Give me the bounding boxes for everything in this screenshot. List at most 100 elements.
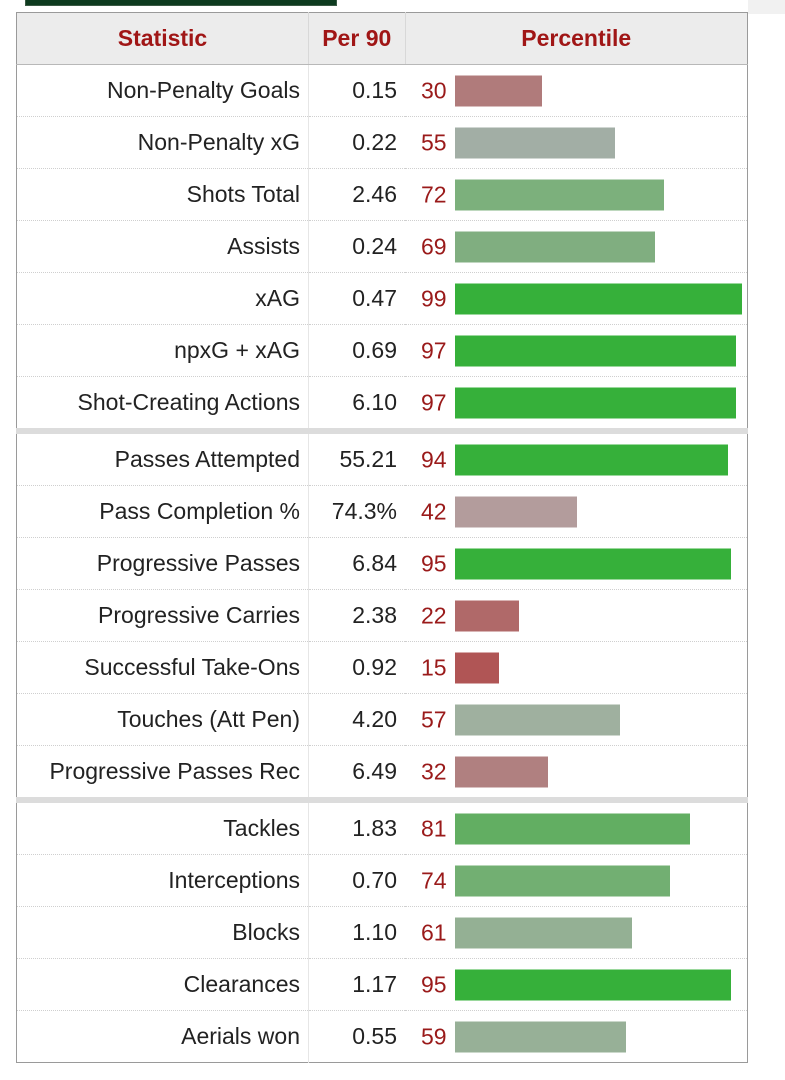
table-row: Blocks 1.10 61 — [16, 906, 748, 959]
statistic-name: Shot-Creating Actions — [16, 376, 309, 432]
percentile-bar — [455, 1021, 626, 1052]
table-row: Passes Attempted 55.21 94 — [16, 428, 748, 486]
percentile-cell: 59 — [405, 1011, 748, 1063]
table-row: Aerials won 0.55 59 — [16, 1010, 748, 1063]
statistic-name: Blocks — [16, 906, 309, 959]
percentile-cell: 22 — [405, 589, 748, 642]
statistic-name: Shots Total — [16, 168, 309, 221]
per90-value: 0.15 — [308, 64, 405, 117]
statistic-name: Non-Penalty xG — [16, 116, 309, 169]
percentile-bar — [455, 969, 731, 1000]
per90-value: 0.47 — [308, 272, 405, 325]
percentile-cell: 95 — [405, 958, 748, 1011]
table-row: Interceptions 0.70 74 — [16, 854, 748, 907]
percentile-value: 95 — [421, 971, 447, 997]
table-row: Shot-Creating Actions 6.10 97 — [16, 376, 748, 432]
per90-value: 2.38 — [308, 589, 405, 642]
per90-value: 55.21 — [308, 428, 405, 486]
percentile-bar — [455, 444, 728, 475]
per90-value: 6.84 — [308, 537, 405, 590]
statistic-name: Pass Completion % — [16, 485, 309, 538]
percentile-value: 57 — [421, 706, 447, 732]
percentile-bar — [455, 865, 670, 896]
percentile-value: 61 — [421, 919, 447, 945]
percentile-value: 30 — [421, 77, 447, 103]
per90-value: 0.55 — [352, 1023, 397, 1049]
table-row: Non-Penalty Goals 0.15 30 — [16, 64, 748, 117]
section-tab[interactable] — [25, 0, 337, 6]
percentile-value: 97 — [421, 389, 447, 415]
percentile-value: 32 — [421, 758, 447, 784]
percentile-cell: 74 — [405, 854, 748, 907]
table-row: Touches (Att Pen) 4.20 57 — [16, 693, 748, 746]
statistic-name: xAG — [16, 272, 309, 325]
table-row: xAG 0.47 99 — [16, 272, 748, 325]
per90-value: 1.17 — [308, 958, 405, 1011]
percentile-cell: 97 — [405, 376, 748, 432]
percentile-value: 81 — [421, 815, 447, 841]
table-row: Clearances 1.17 95 — [16, 958, 748, 1011]
scouting-report-table: Statistic Per 90 Percentile Non-Penalty … — [16, 12, 748, 1063]
statistic-header[interactable]: Statistic — [16, 12, 309, 65]
per90-value: 6.10 — [308, 376, 405, 432]
per90-value: 0.70 — [308, 854, 405, 907]
table-row: Assists 0.24 69 — [16, 220, 748, 273]
percentile-bar — [455, 75, 542, 106]
statistic-name: Non-Penalty Goals — [16, 64, 309, 117]
table-row: Progressive Passes Rec 6.49 32 — [16, 745, 748, 801]
percentile-cell: 99 — [405, 272, 748, 325]
table-row: Non-Penalty xG 0.22 55 — [16, 116, 748, 169]
percentile-value: 69 — [421, 233, 447, 259]
percentile-bar — [455, 756, 548, 787]
table-row: Successful Take-Ons 0.92 15 — [16, 641, 748, 694]
percentile-value: 22 — [421, 602, 447, 628]
percentile-header[interactable]: Percentile — [405, 12, 748, 65]
percentile-cell: 97 — [405, 324, 748, 377]
percentile-cell: 69 — [405, 220, 748, 273]
percentile-value: 72 — [421, 181, 447, 207]
percentile-bar — [455, 704, 620, 735]
percentile-cell: 61 — [405, 906, 748, 959]
header-row: Statistic Per 90 Percentile — [16, 12, 748, 65]
percentile-cell: 95 — [405, 537, 748, 590]
per90-value: 74.3% — [308, 485, 405, 538]
per90-value: 0.22 — [308, 116, 405, 169]
percentile-value: 95 — [421, 550, 447, 576]
table-row: Progressive Carries 2.38 22 — [16, 589, 748, 642]
percentile-bar — [455, 652, 499, 683]
percentile-value: 94 — [421, 446, 447, 472]
statistic-name: Progressive Carries — [16, 589, 309, 642]
percentile-value: 97 — [421, 337, 447, 363]
per90-value: 0.92 — [308, 641, 405, 694]
statistic-name: Aerials won — [16, 1010, 309, 1063]
per90-value: 1.83 — [308, 797, 405, 855]
table-row: Shots Total 2.46 72 — [16, 168, 748, 221]
statistic-name: Interceptions — [16, 854, 309, 907]
per90-value: 0.69 — [308, 324, 405, 377]
percentile-bar — [455, 231, 655, 262]
percentile-value: 99 — [421, 285, 447, 311]
percentile-cell: 72 — [405, 168, 748, 221]
statistic-name: Progressive Passes — [16, 537, 309, 590]
percentile-cell: 55 — [405, 116, 748, 169]
percentile-cell: 30 — [405, 64, 748, 117]
percentile-value: 74 — [421, 867, 447, 893]
statistic-name: npxG + xAG — [16, 324, 309, 377]
percentile-bar — [455, 127, 615, 158]
table-row: Tackles 1.83 81 — [16, 797, 748, 855]
table-row: npxG + xAG 0.69 97 — [16, 324, 748, 377]
per90-header[interactable]: Per 90 — [308, 12, 406, 65]
per90-value: 2.46 — [308, 168, 405, 221]
statistic-name: Assists — [16, 220, 309, 273]
percentile-cell: 42 — [405, 485, 748, 538]
percentile-bar — [455, 496, 577, 527]
percentile-cell: 57 — [405, 693, 748, 746]
percentile-value: 42 — [421, 498, 447, 524]
per90-value: 1.10 — [308, 906, 405, 959]
percentile-bar — [455, 283, 742, 314]
percentile-cell: 94 — [405, 428, 748, 486]
statistic-name: Tackles — [16, 797, 309, 855]
statistic-name: Progressive Passes Rec — [16, 745, 309, 801]
statistic-name: Touches (Att Pen) — [16, 693, 309, 746]
statistic-name: Clearances — [16, 958, 309, 1011]
